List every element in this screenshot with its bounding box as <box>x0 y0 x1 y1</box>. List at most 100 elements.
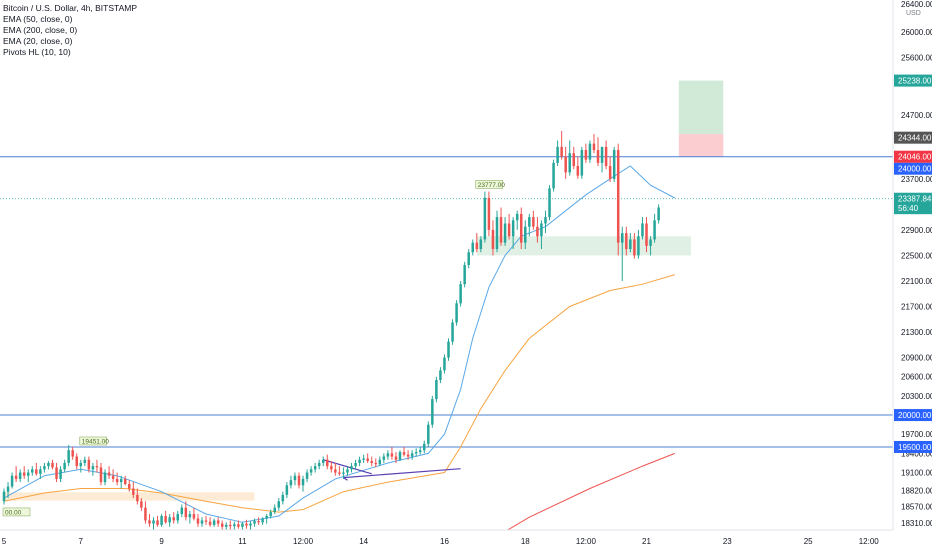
candle-body <box>83 459 87 463</box>
candle <box>370 456 373 467</box>
support-19500-tag-text: 19500.00 <box>898 443 932 452</box>
time-axis-bg <box>0 530 932 550</box>
candle-body <box>455 303 458 323</box>
candle <box>471 239 474 256</box>
price-tick-label: 20900.00 <box>901 354 932 363</box>
candle-body <box>556 146 559 163</box>
candle <box>463 261 466 288</box>
candle-body <box>568 153 571 173</box>
candle <box>499 207 503 246</box>
candle-body <box>293 475 297 481</box>
candle-body <box>427 424 430 444</box>
candle <box>245 519 248 529</box>
candle <box>317 459 321 470</box>
candle <box>71 446 74 460</box>
candle <box>334 462 337 476</box>
candle-body <box>79 462 83 467</box>
candle-body <box>55 467 58 479</box>
candle-body <box>35 469 38 474</box>
candle-body <box>560 146 563 157</box>
candle-body <box>273 507 276 513</box>
candle-body <box>350 466 353 470</box>
candle <box>321 456 325 467</box>
candle-body <box>289 480 293 486</box>
candle <box>285 482 289 499</box>
candle-body <box>382 456 386 460</box>
candle <box>326 454 329 470</box>
candle <box>156 515 159 527</box>
candle <box>354 459 357 470</box>
candle <box>168 514 171 527</box>
candle <box>229 520 232 530</box>
indicator-ema200: EMA (200, close, 0) <box>3 25 78 35</box>
candle-body <box>326 459 329 467</box>
candle-body <box>281 494 285 502</box>
candle-body <box>374 462 378 465</box>
price-tick-label: 26000.00 <box>901 28 932 37</box>
candle <box>253 518 256 527</box>
candle <box>160 514 163 527</box>
candle <box>459 280 462 307</box>
candle <box>140 498 143 511</box>
candle-body <box>172 517 175 521</box>
time-tick-label: 12:00 <box>576 537 597 546</box>
candle <box>249 521 252 530</box>
time-tick-label: 23 <box>723 537 732 546</box>
indicator-pivots: Pivots HL (10, 10) <box>3 47 71 57</box>
candle-body <box>224 524 228 527</box>
candle-body <box>208 521 212 525</box>
pivot-label-box-1 <box>475 180 504 189</box>
candle-body <box>229 524 232 527</box>
candle-body <box>184 507 188 518</box>
candle-body <box>410 453 414 457</box>
candle-body <box>95 466 99 468</box>
candle <box>657 204 660 224</box>
candle <box>649 236 652 256</box>
candle-body <box>532 217 535 227</box>
candle-body <box>625 233 628 250</box>
entry-price-tag <box>894 131 932 144</box>
support-20000-tag <box>894 409 932 422</box>
candle <box>176 510 180 524</box>
candle-body <box>200 520 204 524</box>
candle-body <box>633 239 636 256</box>
candle-body <box>519 213 523 243</box>
candle-body <box>431 399 434 425</box>
candle <box>342 467 345 479</box>
candle <box>604 140 608 170</box>
candle <box>220 520 224 530</box>
current-price-tag-text: 23387.84 <box>898 195 932 204</box>
candle <box>6 482 10 499</box>
candle <box>398 450 402 462</box>
candle <box>144 501 147 524</box>
pattern-line-2 <box>343 477 348 481</box>
candle <box>31 466 34 476</box>
price-tick-label: 19700.00 <box>901 430 932 439</box>
candle-body <box>370 461 373 463</box>
support-20000-tag-text: 20000.00 <box>898 411 932 420</box>
candle <box>208 517 212 527</box>
candle-body <box>148 520 151 524</box>
time-tick-label: 12:00 <box>293 537 314 546</box>
price-tick-label: 21700.00 <box>901 303 932 312</box>
candle <box>584 143 588 163</box>
candle-body <box>119 478 123 483</box>
candle <box>136 488 139 505</box>
chart-title: Bitcoin / U.S. Dollar, 4h, BITSTAMP <box>3 3 137 13</box>
candle-body <box>67 450 70 463</box>
target-zone <box>678 80 724 135</box>
candle <box>305 469 309 483</box>
candle-body <box>103 472 107 483</box>
candle-body <box>338 472 341 474</box>
countdown-tag <box>894 202 932 215</box>
candle-body <box>168 517 171 523</box>
candle <box>479 236 483 253</box>
candle-body <box>156 520 159 525</box>
candle-body <box>653 220 656 240</box>
candle <box>152 517 155 530</box>
candle <box>123 475 127 486</box>
price-tick-label: 22500.00 <box>901 251 932 260</box>
candle-body <box>342 472 345 474</box>
candle-body <box>249 523 252 526</box>
